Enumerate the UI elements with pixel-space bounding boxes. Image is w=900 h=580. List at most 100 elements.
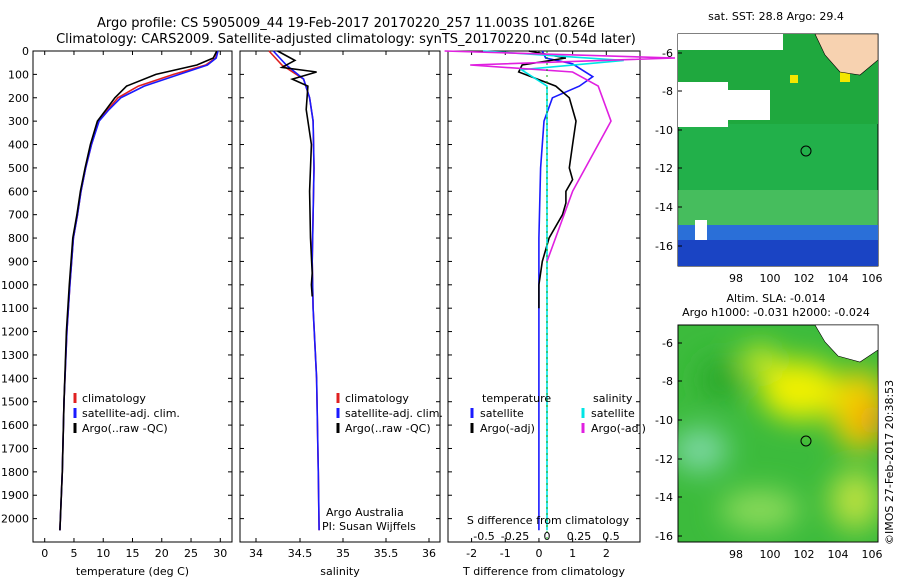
annotation-pi: PI: Susan Wijffels [322, 520, 416, 533]
x-axis-label: salinity [320, 565, 360, 578]
sla-map-title-line1: Altim. SLA: -0.014 [726, 292, 825, 305]
x-axis-label: temperature (deg C) [76, 565, 189, 578]
map-y-tick-label: -8 [662, 375, 673, 388]
x-tick-label: 0 [41, 547, 48, 560]
sla-map-land-java [814, 324, 879, 363]
x-tick-label: 35 [336, 547, 350, 560]
sla-map-high-east [832, 370, 878, 450]
sst-map-argo-location-marker [800, 145, 812, 157]
sst-map-mid-band [678, 190, 878, 230]
sla-map-south-patch [720, 490, 800, 530]
top-x-tick-label: -0.5 [473, 530, 494, 543]
map-axes: -6 -8 -10 -12 -14 -16 98 100 102 104 106 -6 -8 -10 -12… [655, 47, 882, 561]
legend-label: climatology [82, 392, 146, 405]
sst-map [677, 33, 879, 267]
map-y-tick-label: -10 [655, 414, 673, 427]
map-x-tick-label: 104 [828, 548, 849, 561]
sla-map-low-west [678, 428, 728, 472]
map-y-tick-label: -12 [655, 453, 673, 466]
map-x-tick-label: 106 [862, 272, 883, 285]
annotation-argo-australia: Argo Australia [326, 506, 404, 519]
x-tick-label: 35.5 [374, 547, 399, 560]
x-tick-label: 2 [603, 547, 610, 560]
map-y-tick-label: -12 [655, 162, 673, 175]
legend-label: satellite [591, 407, 635, 420]
x-tick-label: 25 [184, 547, 198, 560]
sst-map-field [678, 34, 878, 266]
y-tick-label: 1100 [1, 302, 29, 315]
sst-map-land-java [814, 34, 878, 76]
y-tick-label: 1200 [1, 326, 29, 339]
sst-map-cloud-center [710, 90, 770, 120]
top-x-tick-label: 0.5 [602, 530, 620, 543]
map-x-tick-label: 106 [862, 548, 883, 561]
sst-map-warm-pixel-1 [790, 75, 798, 83]
x-tick-label: 20 [155, 547, 169, 560]
y-tick-label: 0 [22, 45, 29, 58]
x-axis-label: T difference from climatology [462, 565, 625, 578]
y-tick-label: 1000 [1, 279, 29, 292]
legend-label: Argo(..raw -QC) [345, 422, 431, 435]
series-line-argo-raw-qc- [59, 50, 218, 531]
y-tick-label: 300 [8, 115, 29, 128]
map-y-tick-label: -6 [662, 47, 673, 60]
sst-map-south-band-deep [678, 240, 878, 266]
map-y-tick-label: -8 [662, 85, 673, 98]
difference-profile-panel: -2 -1 0 1 2T difference from climatology-0.5… [444, 50, 676, 578]
sla-map-high-north [742, 346, 778, 374]
legend-label: Argo(-adj) [480, 422, 535, 435]
sla-map-low-northwest [700, 358, 740, 402]
x-tick-label: 34 [249, 547, 263, 560]
y-tick-label: 1600 [1, 419, 29, 432]
top-x-tick-label: 0.25 [567, 530, 592, 543]
top-x-tick-label: -0.25 [501, 530, 529, 543]
temperature-profile-panel: 0 5 10 15 20 25 30 temperature (deg C) 0 100 200 30… [1, 45, 233, 578]
legend-label: Argo(-adj) [591, 422, 646, 435]
series-line-temperature-satellite [538, 50, 595, 531]
sst-map-title: sat. SST: 28.8 Argo: 29.4 [708, 10, 844, 23]
legend-label: satellite-adj. clim. [345, 407, 443, 420]
figure-title-line1: Argo profile: CS 5905009_44 19-Feb-2017 … [97, 16, 595, 31]
map-y-tick-label: -10 [655, 124, 673, 137]
y-tick-label: 1700 [1, 442, 29, 455]
y-tick-label: 500 [8, 162, 29, 175]
s-difference-axis-label: S difference from climatology [467, 514, 630, 527]
y-tick-label: 1400 [1, 372, 29, 385]
y-tick-label: 400 [8, 139, 29, 152]
map-x-tick-label: 102 [794, 548, 815, 561]
sst-map-cloud-north [678, 34, 783, 50]
x-tick-label: 1 [569, 547, 576, 560]
plot-frame [32, 50, 233, 543]
map-x-tick-label: 100 [760, 548, 781, 561]
plot-frame [447, 50, 641, 543]
map-y-tick-label: -6 [662, 337, 673, 350]
y-tick-label: 1800 [1, 466, 29, 479]
map-y-tick-label: -16 [655, 240, 673, 253]
sla-map-title-line2: Argo h1000: -0.031 h2000: -0.024 [682, 306, 870, 319]
legend-header: temperature [482, 392, 551, 405]
series-line-salinity-argo-adj- [444, 50, 676, 262]
x-tick-label: 30 [213, 547, 227, 560]
y-tick-label: 700 [8, 209, 29, 222]
figure-title-line2: Climatology: CARS2009. Satellite-adjuste… [56, 32, 636, 47]
map-y-tick-label: -14 [655, 201, 673, 214]
legend-label: satellite [480, 407, 524, 420]
x-tick-label: 10 [96, 547, 110, 560]
sla-map-high-center [760, 360, 840, 420]
top-x-tick-label: 0 [544, 530, 551, 543]
map-x-tick-label: 104 [828, 272, 849, 285]
sla-map-southeast-patch [830, 470, 878, 530]
series-line-argo-raw-qc- [277, 50, 317, 297]
x-tick-label: -1 [500, 547, 511, 560]
sla-map [677, 324, 879, 543]
y-tick-label: 800 [8, 232, 29, 245]
y-tick-label: 100 [8, 68, 29, 81]
salinity-profile-panel: 34 34.5 35 35.5 36 salinity climatology satelli… [239, 50, 443, 578]
map-x-tick-label: 100 [760, 272, 781, 285]
map-x-tick-label: 98 [729, 272, 743, 285]
y-tick-label: 1500 [1, 396, 29, 409]
plot-frame [239, 50, 441, 543]
x-tick-label: -2 [466, 547, 477, 560]
map-x-tick-label: 98 [729, 548, 743, 561]
